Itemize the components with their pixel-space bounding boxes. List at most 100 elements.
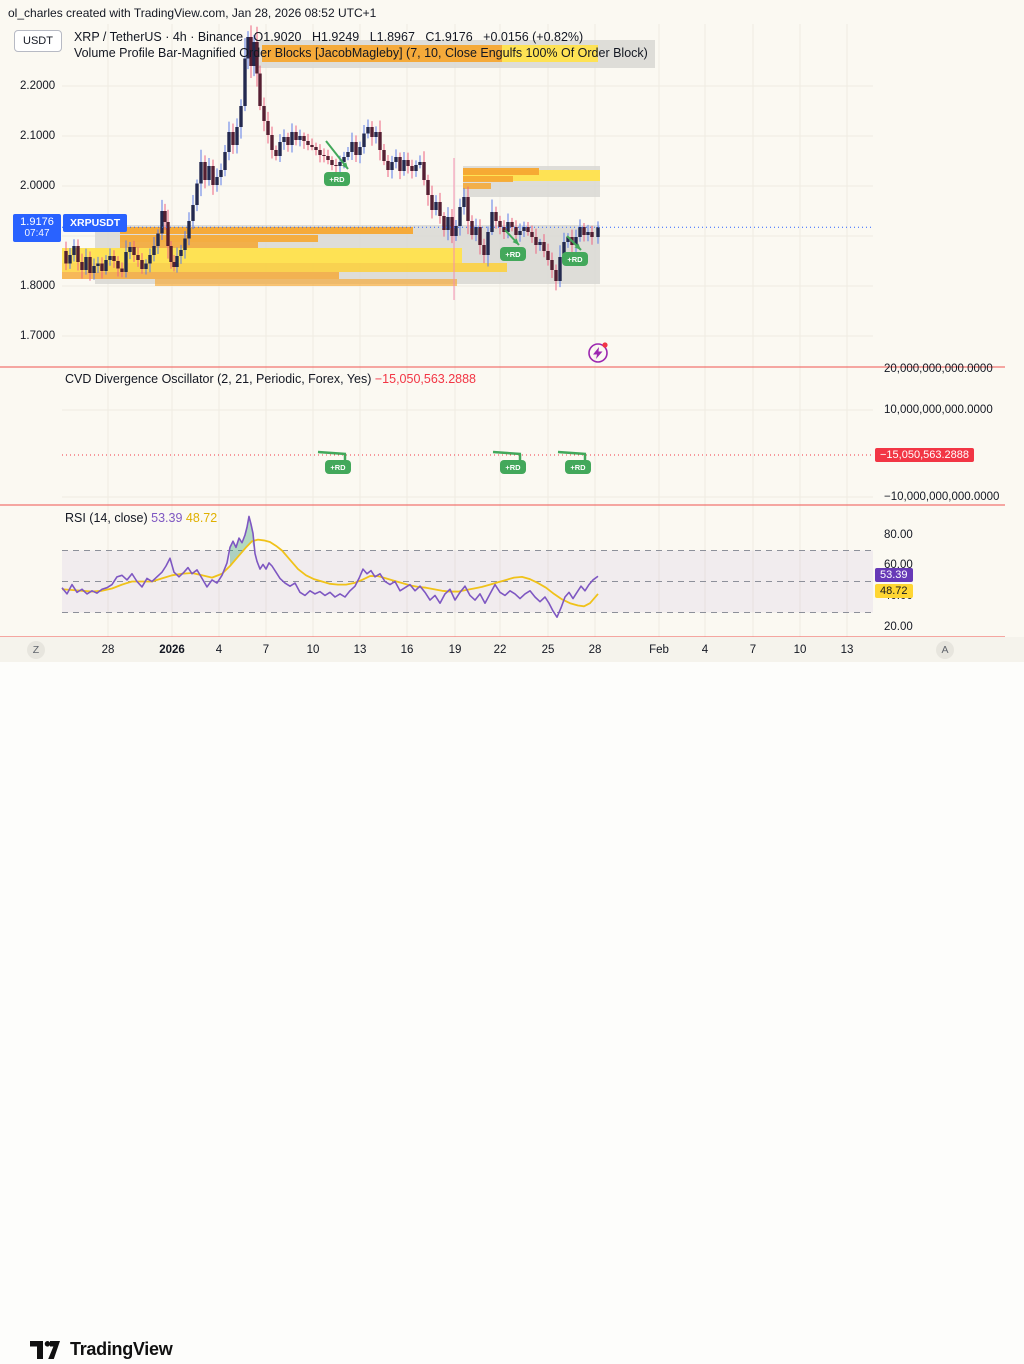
candle-body	[322, 155, 326, 156]
candle-body	[418, 162, 422, 165]
rsi-value: 53.39	[151, 511, 183, 525]
exchange-chip[interactable]: USDT	[14, 30, 62, 52]
candle-body	[195, 183, 199, 205]
candle-body	[394, 157, 398, 162]
time-axis-label: 19	[448, 644, 462, 656]
time-axis-label: 7	[262, 644, 270, 656]
candle-body	[574, 237, 578, 245]
ohlc-close: C1.9176	[425, 30, 473, 44]
indicator-name[interactable]: Volume Profile Bar-Magnified Order Block…	[73, 46, 648, 60]
candle-body	[227, 132, 231, 152]
cvd-scale-label: 20,000,000,000.0000	[884, 363, 993, 375]
symbol-legend-row[interactable]: XRP / TetherUS · 4h · Binance O1.9020 H1…	[74, 30, 655, 44]
candle-body	[298, 136, 302, 140]
volume-profile-bar	[463, 170, 600, 181]
candle-body	[334, 165, 338, 166]
ohlc-low: L1.8967	[369, 30, 415, 44]
candle-body	[306, 141, 310, 145]
cvd-scale-label: 10,000,000,000.0000	[884, 404, 993, 416]
volume-profile-bar	[262, 45, 502, 62]
volume-profile-bar	[502, 45, 598, 62]
candle-body	[414, 165, 418, 171]
candle-body	[478, 227, 482, 245]
cvd-value: −15,050,563.2888	[374, 372, 477, 386]
candle-body	[354, 142, 358, 155]
time-axis-button-a[interactable]: A	[936, 641, 954, 659]
time-axis-label: 16	[400, 644, 414, 656]
time-axis-label: Feb	[649, 644, 669, 656]
time-axis-label: 28	[101, 644, 115, 656]
credit-text: ol_charles created with TradingView.com,…	[8, 6, 377, 20]
volume-profile-bar	[463, 168, 539, 175]
candle-body	[258, 73, 262, 106]
candle-body	[502, 227, 506, 232]
candle-body	[183, 238, 187, 250]
volume-profile-bar	[120, 227, 413, 234]
rsi-value-badge: 53.39	[875, 568, 913, 582]
candle-body	[246, 37, 250, 59]
candle-body	[338, 162, 342, 166]
candle-body	[446, 217, 450, 230]
candle-body	[426, 180, 430, 195]
candle-body	[366, 127, 370, 134]
candle-body	[231, 132, 235, 145]
candle-body	[526, 227, 530, 232]
candle-body	[211, 166, 215, 185]
time-axis-label: 2026	[159, 644, 185, 656]
candle-body	[522, 227, 526, 231]
rsi-pane-title[interactable]: RSI (14, close) 53.39 48.72	[65, 511, 217, 525]
indicator-legend-row[interactable]: Volume Profile Bar-Magnified Order Block…	[74, 46, 655, 60]
candle-body	[223, 152, 227, 170]
candle-body	[294, 132, 298, 140]
candle-body	[278, 142, 282, 156]
candle-body	[382, 150, 386, 161]
candle-body	[462, 197, 466, 207]
candle-body	[88, 257, 92, 273]
candle-body	[132, 247, 136, 255]
rd-marker-text: +RD	[505, 250, 521, 259]
time-axis-button-z[interactable]: Z	[27, 641, 45, 659]
candle-body	[124, 252, 128, 272]
price-scale-label: 2.2000	[20, 80, 56, 92]
candle-body	[554, 270, 558, 281]
candle-body	[494, 212, 498, 221]
volume-profile-bar	[62, 272, 339, 279]
rsi-title-text[interactable]: RSI (14, close)	[65, 511, 148, 525]
flash-icon	[588, 343, 608, 363]
candle-body	[510, 222, 514, 227]
candle-body	[582, 227, 586, 235]
candle-body	[207, 166, 211, 180]
candle-body	[148, 255, 152, 264]
candle-body	[169, 246, 173, 262]
tradingview-brand[interactable]: TradingView	[28, 1334, 173, 1364]
candle-body	[191, 205, 195, 221]
candle-body	[219, 170, 223, 177]
rsi-ma-value-badge: 48.72	[875, 584, 913, 598]
cvd-pane-title[interactable]: CVD Divergence Oscillator (2, 21, Period…	[65, 372, 476, 386]
rsi-scale-label: 20.00	[884, 621, 913, 633]
symbol-tag-label[interactable]: XRPUSDT	[63, 214, 128, 232]
candle-body	[140, 260, 144, 269]
time-axis-label: 13	[353, 644, 367, 656]
candle-body	[76, 246, 80, 262]
candle-body	[558, 257, 562, 281]
candle-body	[422, 162, 426, 180]
candle-body	[92, 266, 96, 273]
candle-body	[546, 251, 550, 260]
time-axis[interactable]: Z 28 2026 4 7 10 13 16 19 22 25 28 Feb 4 7 10 13 A	[0, 637, 1024, 663]
rd-marker-text: +RD	[570, 463, 586, 472]
candle-body	[235, 127, 239, 145]
candle-body	[203, 162, 207, 180]
candle-body	[390, 162, 394, 170]
flash-notification-dot	[602, 342, 608, 348]
time-axis-label: 4	[701, 644, 709, 656]
candle-body	[112, 256, 116, 261]
cvd-title-text[interactable]: CVD Divergence Oscillator (2, 21, Period…	[65, 372, 372, 386]
symbol-name[interactable]: XRP / TetherUS · 4h · Binance	[73, 30, 244, 44]
candle-body	[466, 197, 470, 221]
rd-arrow-head	[512, 238, 519, 245]
ohlc-high: H1.9249	[311, 30, 360, 44]
candle-body	[255, 42, 259, 74]
last-price-value: 1.9176	[20, 216, 54, 228]
candle-body	[215, 177, 219, 185]
